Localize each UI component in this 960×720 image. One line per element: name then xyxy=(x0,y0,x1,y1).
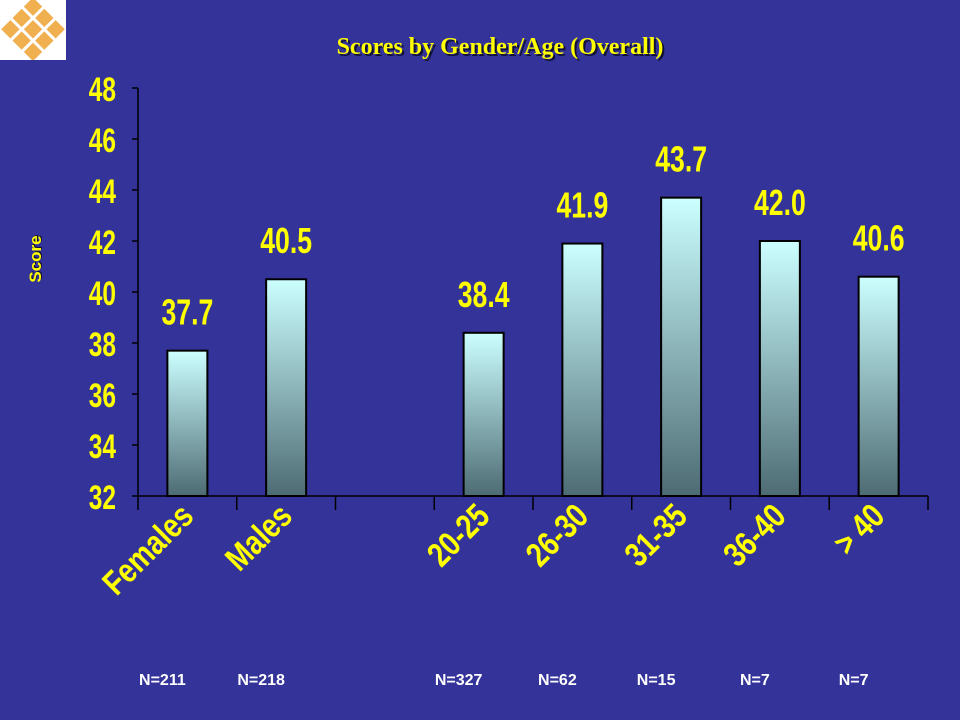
bar xyxy=(561,242,604,497)
sample-size-label: N=7 xyxy=(838,672,869,689)
y-tick-label: 48 xyxy=(89,71,116,109)
sample-size-label: N=15 xyxy=(636,672,676,689)
y-tick-label: 36 xyxy=(89,377,116,415)
sample-size-label: N=211 xyxy=(139,672,186,689)
y-tick-label: 38 xyxy=(89,326,116,364)
y-tick-label: 46 xyxy=(89,122,116,160)
y-tick-label: 34 xyxy=(89,428,117,466)
sample-size-label: N=327 xyxy=(434,672,483,689)
sample-size-label: N=7 xyxy=(739,672,770,689)
bar xyxy=(166,349,209,497)
category-label: 36-40 xyxy=(716,496,793,573)
data-label: 40.5 xyxy=(260,220,312,261)
category-label: 31-35 xyxy=(617,496,694,573)
sample-size-label: N=218 xyxy=(237,672,285,689)
y-tick-label: 42 xyxy=(89,224,116,262)
category-label: Males xyxy=(218,496,300,578)
data-label: 38.4 xyxy=(458,274,510,315)
category-label: 20-25 xyxy=(420,496,497,573)
y-tick-label: 32 xyxy=(89,479,116,517)
data-label: 37.7 xyxy=(161,292,213,333)
data-label: 40.6 xyxy=(853,218,905,259)
category-label: > 40 xyxy=(826,496,892,562)
data-label: 42.0 xyxy=(754,182,806,223)
bar xyxy=(660,196,703,497)
logo-box xyxy=(0,0,66,62)
category-label: 26-30 xyxy=(518,496,595,573)
diamond-lattice-logo-icon xyxy=(1,0,65,62)
bar xyxy=(857,275,900,498)
bar xyxy=(462,331,505,497)
data-label: 41.9 xyxy=(556,185,608,226)
sample-size-label: N=62 xyxy=(538,672,577,689)
y-tick-label: 40 xyxy=(89,275,116,313)
chart-title: Scores by Gender/Age (Overall) xyxy=(336,34,664,60)
data-label: 43.7 xyxy=(655,139,707,180)
bar xyxy=(265,278,308,497)
y-tick-label: 44 xyxy=(89,173,117,211)
bar xyxy=(758,240,801,497)
